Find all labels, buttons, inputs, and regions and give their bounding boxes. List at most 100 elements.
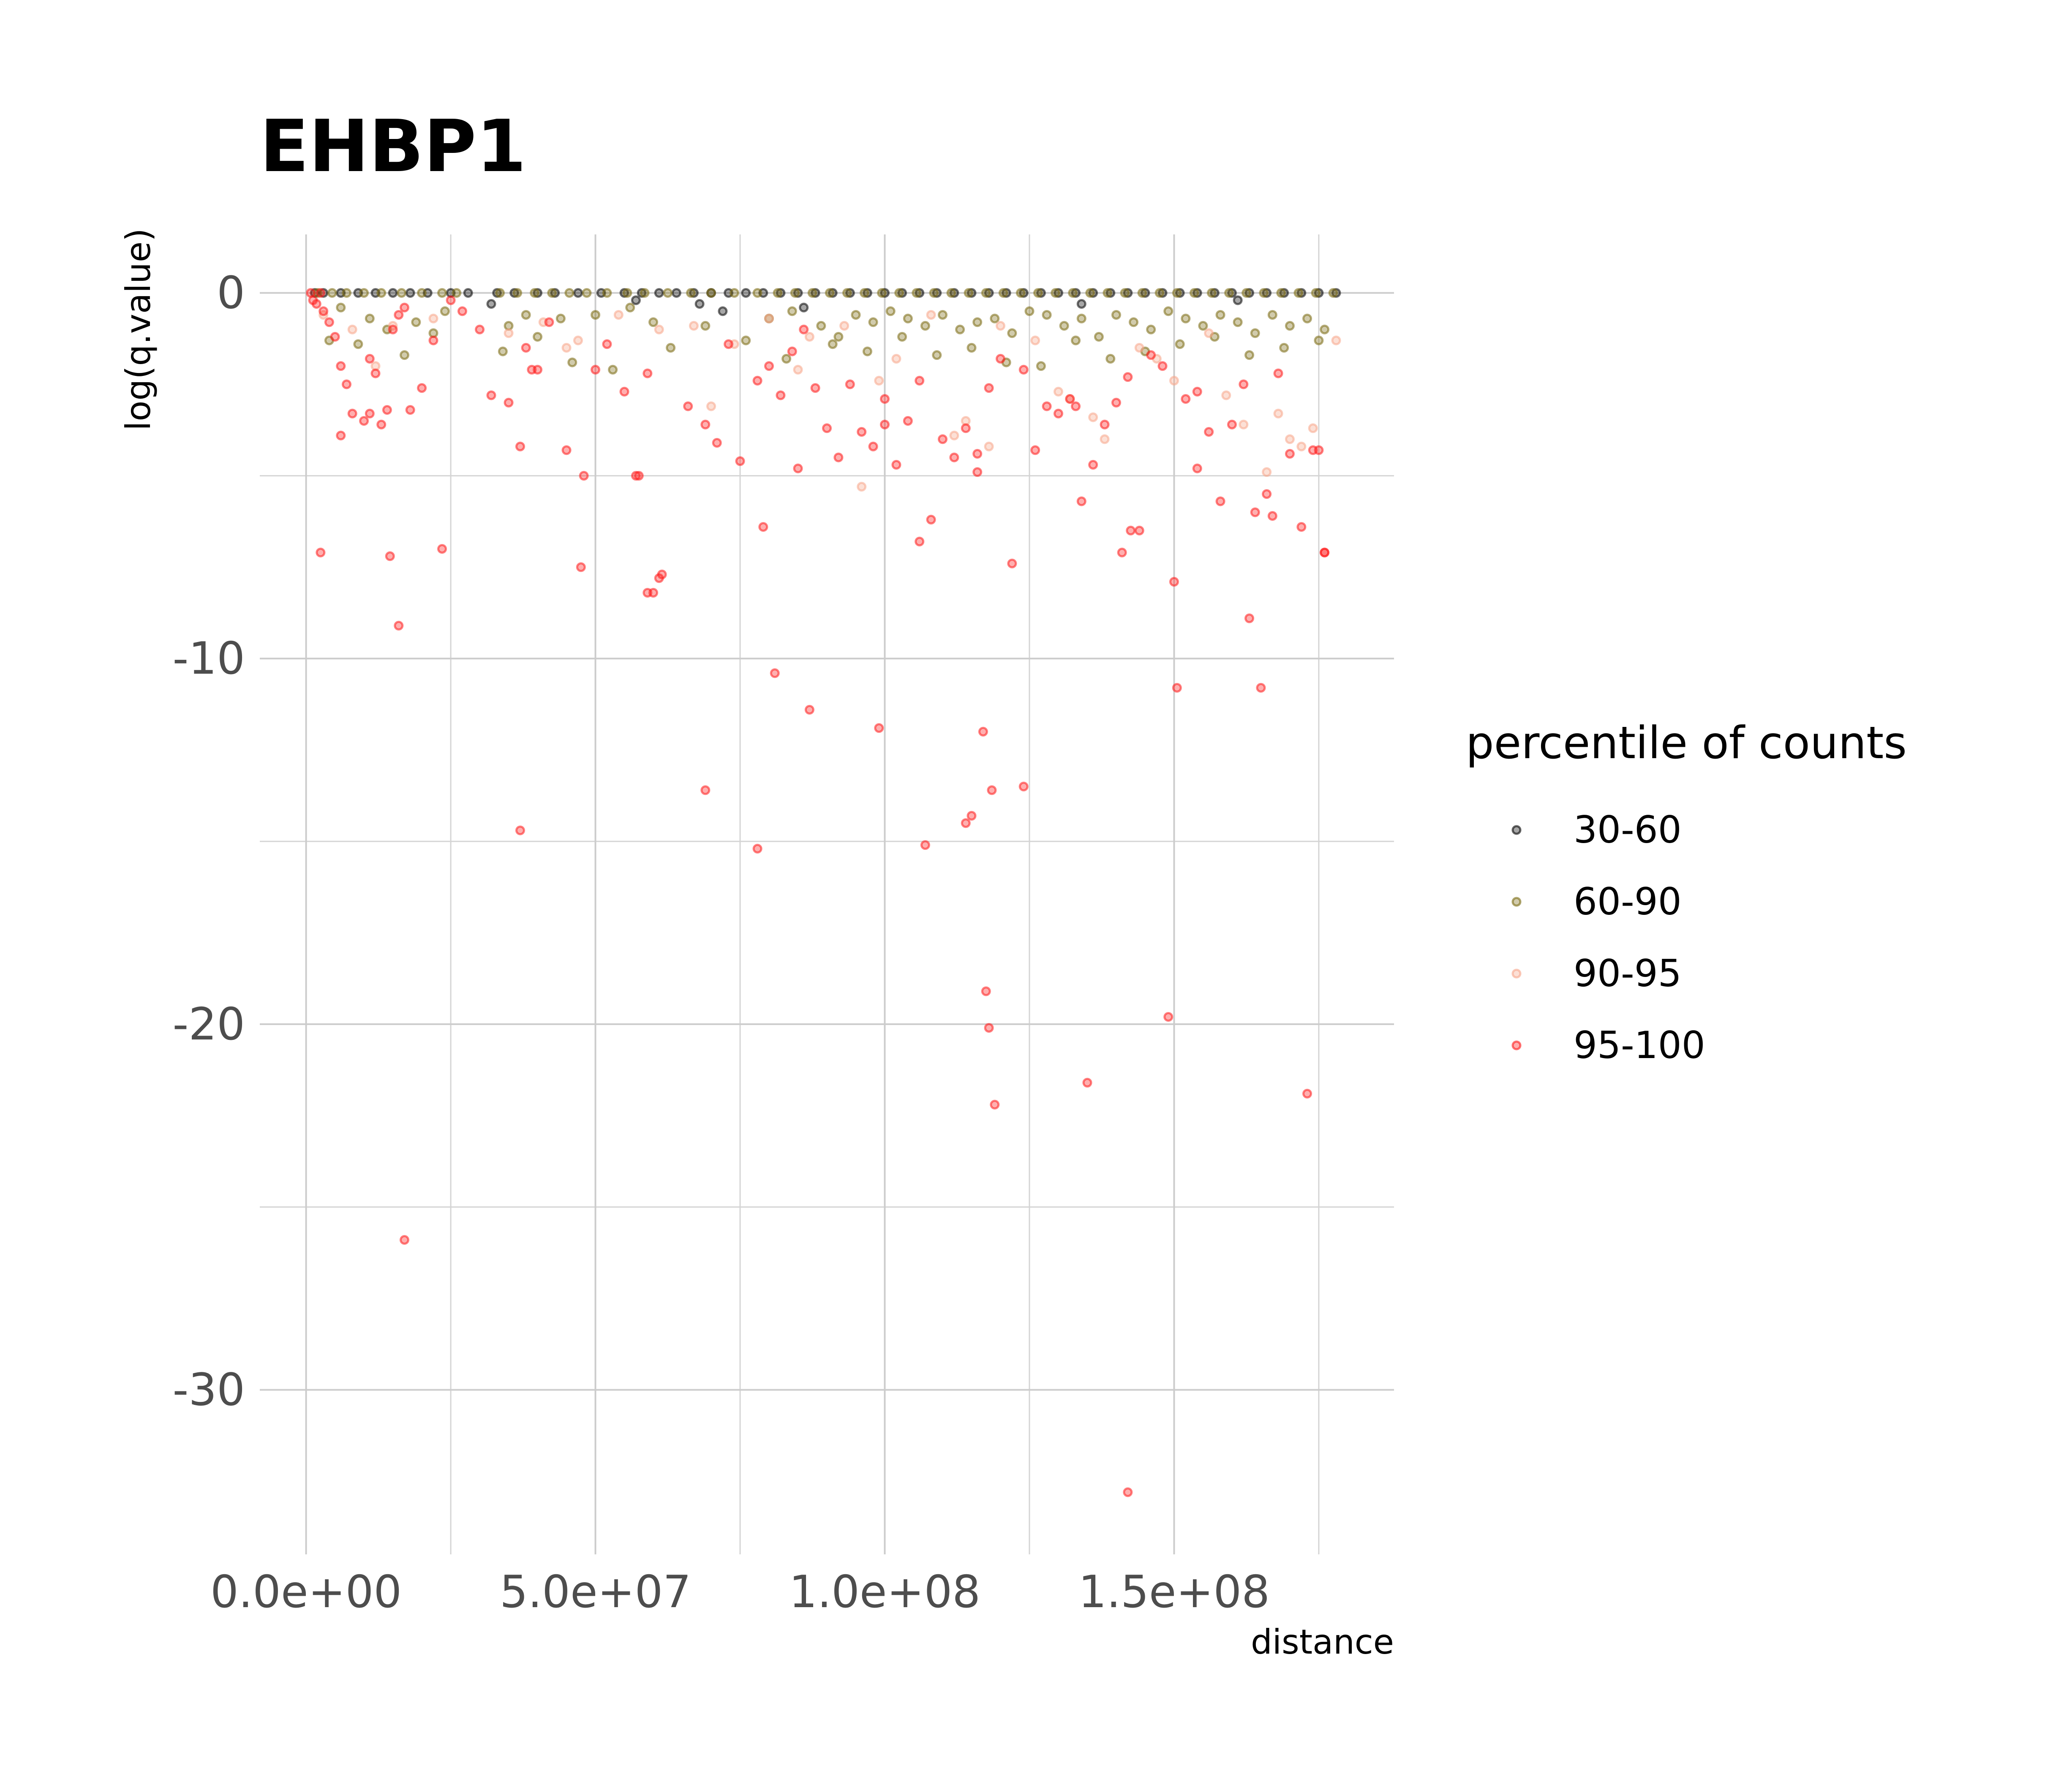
point-60-90 (1276, 288, 1286, 298)
point-60-90 (929, 288, 939, 298)
point-95-100 (1134, 525, 1144, 536)
point-60-90 (877, 288, 887, 298)
point-95-100 (1123, 372, 1133, 382)
point-60-90 (1224, 288, 1234, 298)
legend-label: 95-100 (1574, 1023, 1705, 1067)
point-95-100 (1192, 463, 1202, 473)
point-60-90 (1181, 313, 1191, 324)
point-95-100 (394, 620, 404, 631)
point-60-90 (912, 288, 922, 298)
point-95-100 (1169, 577, 1179, 587)
point-95-100 (648, 588, 659, 598)
point-95-100 (446, 295, 456, 305)
legend-key (1511, 1040, 1522, 1050)
point-90-95 (891, 354, 901, 364)
point-30-60 (486, 299, 496, 309)
point-95-100 (388, 324, 398, 335)
point-95-100 (1126, 525, 1136, 536)
point-95-100 (428, 335, 438, 346)
point-30-60 (718, 306, 728, 316)
point-90-95 (347, 324, 357, 335)
point-60-90 (622, 288, 632, 298)
point-60-90 (1137, 288, 1147, 298)
point-95-100 (961, 423, 971, 433)
point-90-95 (926, 310, 936, 320)
point-95-100 (1018, 781, 1029, 792)
point-60-90 (1279, 343, 1289, 353)
point-60-90 (932, 350, 942, 360)
point-30-60 (741, 288, 751, 298)
point-95-100 (1042, 401, 1052, 411)
point-95-100 (394, 310, 404, 320)
point-95-100 (341, 379, 351, 389)
point-95-100 (724, 339, 734, 349)
point-95-100 (1256, 683, 1266, 693)
point-95-100 (987, 785, 997, 795)
point-60-90 (512, 288, 523, 298)
point-95-100 (330, 332, 340, 342)
point-90-95 (561, 343, 572, 353)
point-95-100 (920, 840, 930, 850)
point-60-90 (1293, 288, 1304, 298)
point-60-90 (946, 288, 956, 298)
point-60-90 (530, 288, 540, 298)
point-60-90 (1120, 288, 1130, 298)
point-60-90 (1051, 288, 1061, 298)
point-60-90 (1259, 288, 1269, 298)
legend: percentile of counts 30-60 60-90 90-95 95-1… (1466, 717, 1907, 1067)
point-60-90 (399, 350, 409, 360)
point-90-95 (1308, 423, 1318, 433)
point-95-100 (1181, 394, 1191, 404)
point-90-95 (1239, 419, 1249, 430)
point-95-100 (776, 390, 786, 400)
point-90-95 (706, 401, 716, 411)
point-60-90 (1198, 321, 1208, 331)
point-60-90 (555, 313, 566, 324)
point-95-100 (385, 551, 395, 561)
point-95-100 (937, 434, 948, 444)
point-95-100 (1285, 449, 1295, 459)
point-60-90 (341, 288, 351, 298)
chart-title: EHBP1 (260, 105, 526, 188)
point-95-100 (758, 522, 768, 532)
point-30-60 (1076, 299, 1086, 309)
point-30-60 (799, 302, 809, 313)
point-95-100 (1262, 489, 1272, 499)
point-60-90 (1320, 324, 1330, 335)
point-60-90 (1059, 321, 1069, 331)
point-60-90 (752, 288, 762, 298)
point-95-100 (417, 383, 427, 393)
point-60-90 (964, 288, 974, 298)
point-95-100 (602, 339, 612, 349)
point-60-90 (417, 288, 427, 298)
point-95-100 (336, 361, 346, 371)
point-95-100 (764, 361, 774, 371)
point-60-90 (1146, 324, 1156, 335)
point-95-100 (1030, 445, 1040, 455)
point-95-100 (915, 375, 925, 386)
point-95-100 (903, 416, 913, 426)
point-95-100 (336, 430, 346, 441)
point-60-90 (359, 288, 369, 298)
point-95-100 (457, 306, 467, 316)
point-95-100 (1314, 445, 1324, 455)
point-95-100 (475, 324, 485, 335)
point-60-90 (591, 310, 601, 320)
point-95-100 (845, 379, 855, 389)
y-tick-label: -10 (173, 633, 245, 684)
point-95-100 (984, 383, 994, 393)
point-95-100 (316, 288, 326, 298)
point-90-95 (857, 482, 867, 492)
point-90-95 (1262, 467, 1272, 477)
point-90-95 (764, 313, 774, 324)
point-60-90 (920, 321, 930, 331)
point-95-100 (1065, 394, 1075, 404)
point-95-100 (1239, 379, 1249, 389)
point-60-90 (1007, 328, 1017, 338)
point-95-100 (1111, 397, 1121, 408)
point-30-60 (671, 288, 681, 298)
legend-label: 60-90 (1574, 880, 1682, 923)
point-95-100 (683, 401, 693, 411)
point-95-100 (804, 705, 814, 715)
point-60-90 (547, 288, 557, 298)
